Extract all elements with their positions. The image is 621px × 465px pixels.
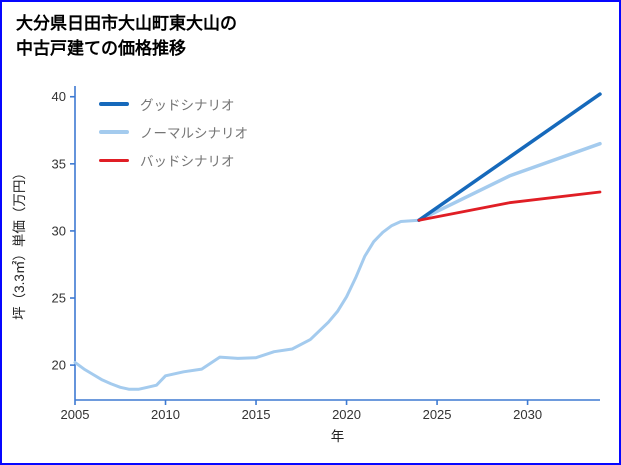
y-tick-label: 20: [52, 358, 66, 373]
normal-scenario-line: [417, 141, 602, 222]
good-scenario-line-swatch: [99, 102, 129, 106]
legend-label-normal-scenario: ノーマルシナリオ: [140, 126, 248, 141]
bad-scenario-line: [417, 190, 602, 222]
legend-item-good-scenario: グッドシナリオ: [99, 90, 248, 118]
legend-label-good-scenario: グッドシナリオ: [140, 98, 235, 113]
bad-scenario-line-swatch: [99, 158, 129, 162]
legend-label-bad-scenario: バッドシナリオ: [140, 154, 235, 169]
page-title: 大分県日田市大山町東大山の 中古戸建ての価格推移: [16, 12, 237, 61]
x-tick-label: 2025: [423, 407, 452, 422]
page-title-line1: 大分県日田市大山町東大山の: [16, 14, 237, 33]
x-tick-label: 2015: [242, 407, 271, 422]
good-scenario-line: [417, 92, 602, 222]
x-axis-label: 年: [331, 429, 345, 444]
x-tick-label: 2010: [151, 407, 180, 422]
page-title-line2: 中古戸建ての価格推移: [16, 38, 186, 58]
y-axis-label: 坪（3.3㎡）単価（万円）: [12, 166, 27, 320]
x-tick-label: 2005: [61, 407, 90, 422]
y-tick-label: 35: [52, 156, 66, 171]
x-tick-label: 2030: [513, 407, 542, 422]
chart-legend: グッドシナリオ ノーマルシナリオ バッドシナリオ: [99, 90, 248, 174]
history-price-line: [73, 218, 421, 391]
x-tick-label: 2020: [332, 407, 361, 422]
legend-item-normal-scenario: ノーマルシナリオ: [99, 118, 248, 146]
normal-scenario-line-swatch: [99, 130, 129, 134]
y-tick-label: 25: [52, 291, 66, 306]
y-tick-label: 40: [52, 89, 66, 104]
y-tick-label: 30: [52, 223, 66, 238]
legend-item-bad-scenario: バッドシナリオ: [99, 146, 248, 174]
